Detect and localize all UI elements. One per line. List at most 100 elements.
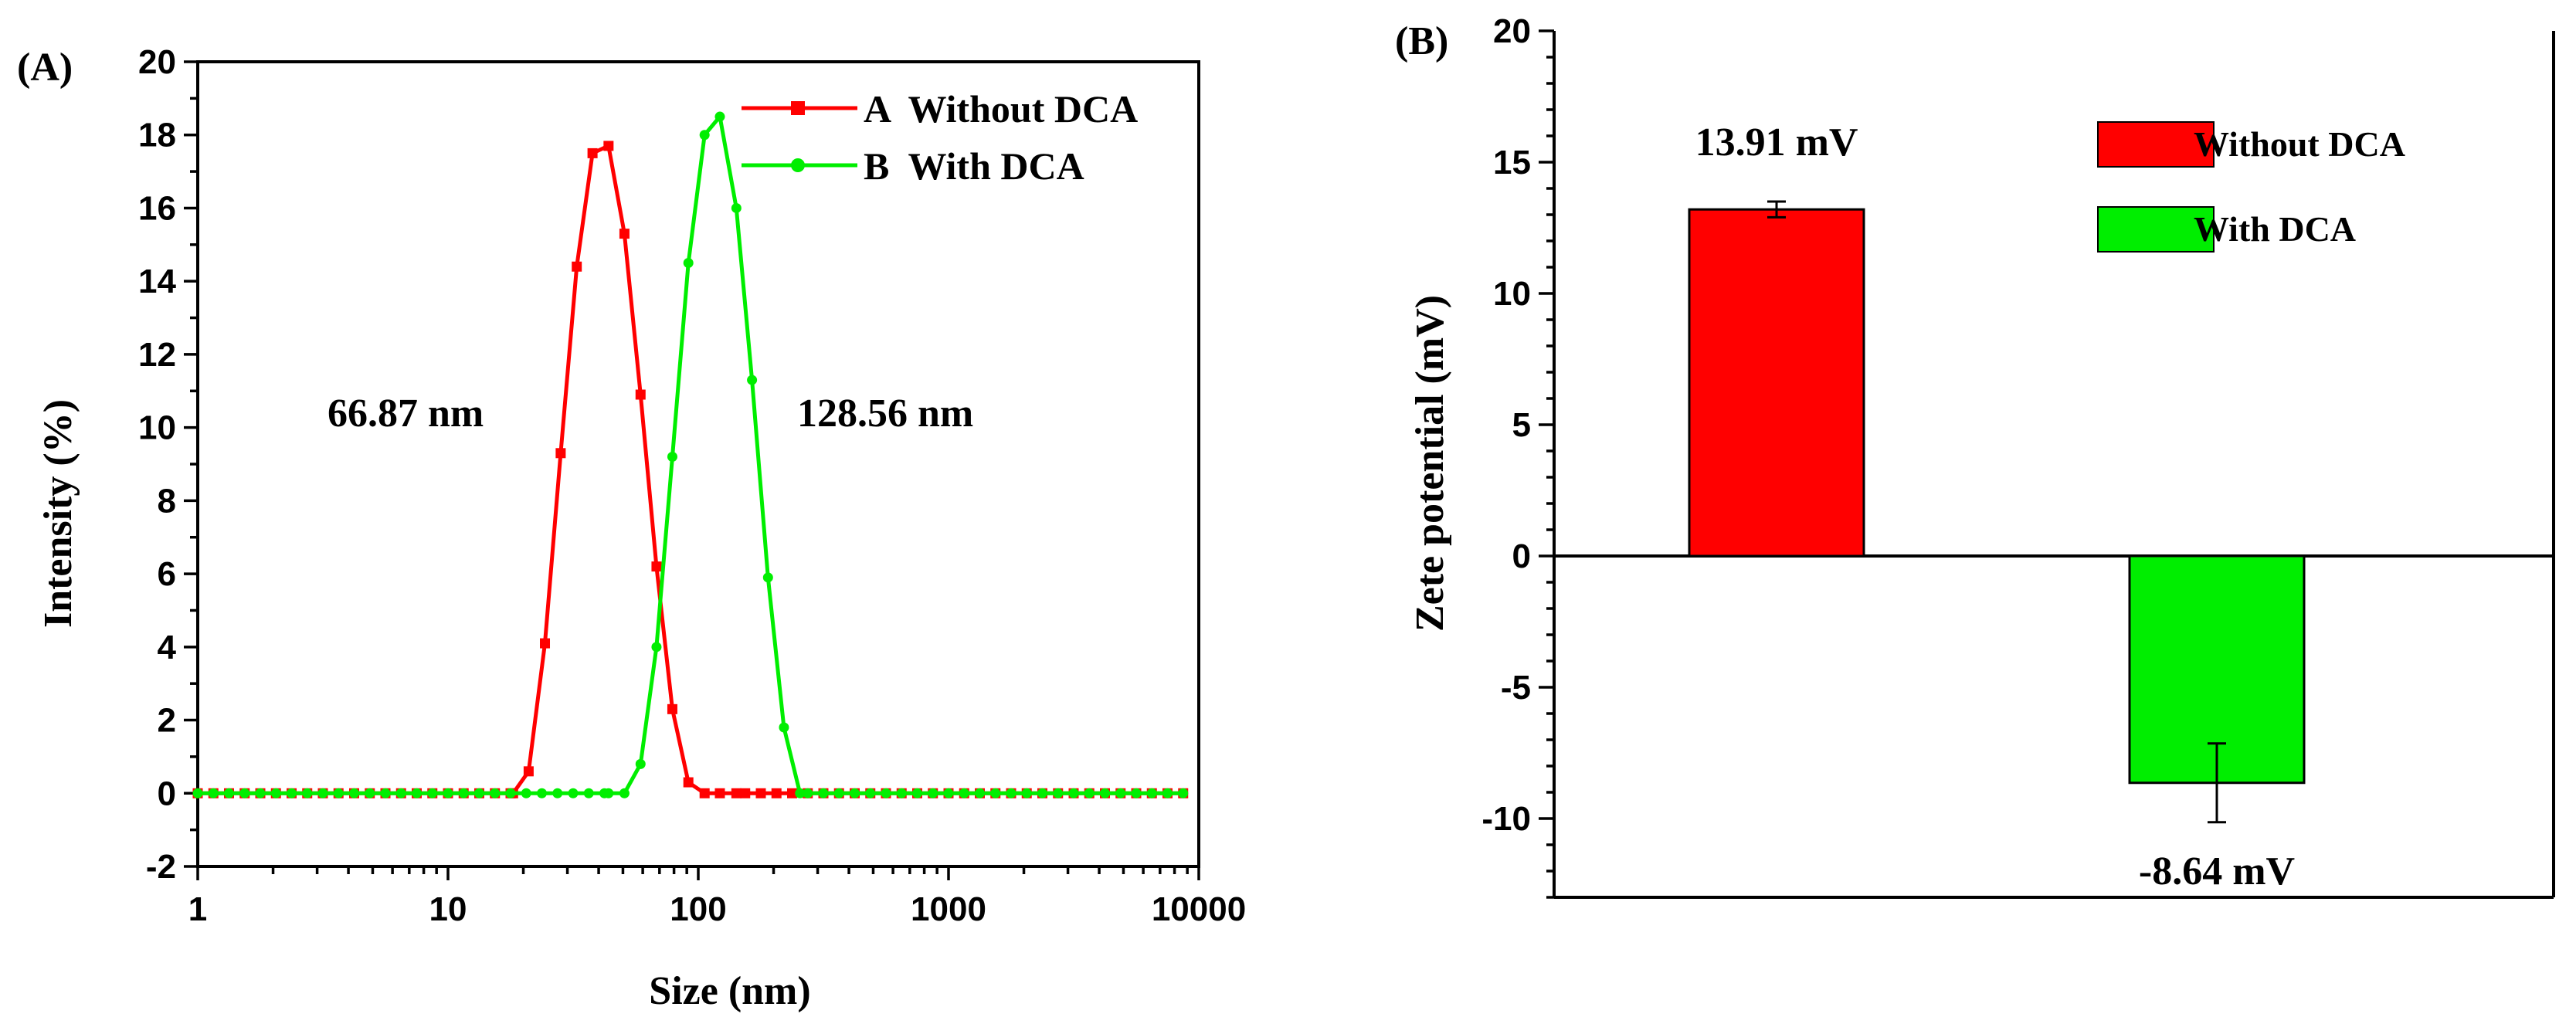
point-with-dca — [881, 788, 891, 798]
point-without-dca — [731, 788, 742, 798]
point-with-dca — [1100, 788, 1110, 798]
point-with-dca — [667, 452, 677, 463]
panel-a-series — [192, 111, 1189, 798]
point-with-dca — [505, 788, 516, 798]
point-with-dca — [239, 788, 250, 798]
peak-a-annotation: 66.87 nm — [328, 392, 484, 436]
point-with-dca — [443, 788, 453, 798]
b-y-tick-label: 20 — [1493, 12, 1531, 50]
series-line-with-dca — [198, 112, 1183, 795]
point-without-dca — [667, 703, 677, 714]
point-with-dca — [1162, 788, 1173, 798]
point-with-dca — [474, 788, 484, 798]
a-x-tick-label: 10 — [429, 890, 467, 928]
point-with-dca — [1115, 788, 1126, 798]
point-without-dca — [755, 788, 766, 798]
point-with-dca — [1068, 788, 1079, 798]
legend-marker-with-dca — [791, 158, 805, 172]
point-with-dca — [395, 788, 406, 798]
panel-a-legend: A Without DCA B With DCA — [742, 87, 1138, 188]
point-without-dca — [619, 229, 630, 239]
point-with-dca — [537, 788, 547, 798]
point-with-dca — [959, 788, 969, 798]
point-with-dca — [427, 788, 438, 798]
point-without-dca — [787, 788, 797, 798]
point-with-dca — [1037, 788, 1047, 798]
panel-a-y-axis-title: Intensity (%) — [36, 399, 80, 628]
a-y-tick-label: 16 — [138, 189, 176, 227]
panel-b-label: (B) — [1395, 19, 1448, 63]
point-with-dca — [850, 788, 860, 798]
panel-a-x-axis-title: Size (nm) — [649, 969, 810, 1013]
point-with-dca — [1021, 788, 1032, 798]
point-with-dca — [795, 788, 806, 798]
point-with-dca — [490, 788, 501, 798]
point-without-dca — [651, 561, 662, 572]
a-x-tick-label: 10000 — [1152, 890, 1246, 928]
point-with-dca — [731, 202, 742, 213]
legend-marker-without-dca — [791, 101, 805, 115]
a-x-tick-label: 1 — [188, 890, 207, 928]
a-y-tick-label: 10 — [138, 409, 176, 447]
legend-swatch-with-dca — [2097, 206, 2215, 253]
a-y-tick-label: 20 — [138, 43, 176, 81]
b-y-tick-label: 5 — [1512, 406, 1531, 444]
point-with-dca — [317, 788, 328, 798]
b-y-tick-label: -10 — [1481, 800, 1531, 838]
a-y-tick-label: 12 — [138, 336, 176, 374]
point-with-dca — [1006, 788, 1016, 798]
point-with-dca — [619, 788, 630, 798]
point-with-dca — [365, 788, 375, 798]
point-without-dca — [699, 788, 710, 798]
point-with-dca — [1053, 788, 1064, 798]
point-with-dca — [779, 722, 789, 733]
a-x-tick-label: 1000 — [911, 890, 986, 928]
panel-b-legend: Without DCA With DCA — [2097, 121, 2405, 253]
point-without-dca — [572, 261, 582, 272]
a-y-tick-label: 0 — [158, 775, 176, 812]
point-without-dca — [683, 777, 694, 788]
point-without-dca — [540, 638, 551, 649]
point-with-dca — [380, 788, 391, 798]
point-with-dca — [270, 788, 281, 798]
panel-b: (B) -10 -5 0 5 10 15 20 Zete potential (mV) 13… — [1395, 12, 2555, 899]
point-with-dca — [943, 788, 954, 798]
legend-swatch-without-dca — [2097, 121, 2215, 168]
a-x-tick-label: 100 — [670, 890, 726, 928]
point-with-dca — [803, 788, 813, 798]
point-without-dca — [555, 448, 566, 459]
point-with-dca — [912, 788, 922, 798]
point-with-dca — [714, 111, 725, 122]
point-with-dca — [699, 130, 710, 141]
panel-a-x-ticks: 1 10 100 1000 10000 — [188, 866, 1246, 928]
panel-b-y-ticks: -10 -5 0 5 10 15 20 — [1481, 12, 1554, 899]
point-with-dca — [651, 642, 662, 653]
point-without-dca — [587, 147, 598, 158]
point-with-dca — [1146, 788, 1157, 798]
bar-without-dca — [1688, 208, 1865, 558]
panel-a-y-ticks: -2 0 2 4 6 8 10 12 14 16 18 20 — [138, 43, 198, 886]
point-with-dca — [635, 758, 646, 769]
a-y-tick-label: -2 — [146, 848, 176, 886]
point-without-dca — [635, 389, 646, 400]
point-with-dca — [302, 788, 313, 798]
legend-label-without-dca: A Without DCA — [864, 87, 1138, 131]
peak-b-annotation: 128.56 nm — [797, 392, 973, 436]
point-with-dca — [990, 788, 1001, 798]
point-with-dca — [568, 788, 579, 798]
a-y-tick-label: 14 — [138, 263, 176, 300]
point-with-dca — [552, 788, 563, 798]
point-with-dca — [208, 788, 219, 798]
bar-label-with-dca: -8.64 mV — [2139, 849, 2295, 893]
point-without-dca — [603, 141, 614, 151]
b-y-tick-label: -5 — [1501, 669, 1531, 707]
point-with-dca — [349, 788, 359, 798]
point-with-dca — [865, 788, 876, 798]
point-with-dca — [583, 788, 594, 798]
panel-b-bars — [1688, 200, 2306, 824]
b-y-tick-label: 15 — [1493, 144, 1531, 181]
point-without-dca — [523, 766, 534, 777]
point-with-dca — [458, 788, 469, 798]
point-with-dca — [975, 788, 985, 798]
point-with-dca — [224, 788, 234, 798]
